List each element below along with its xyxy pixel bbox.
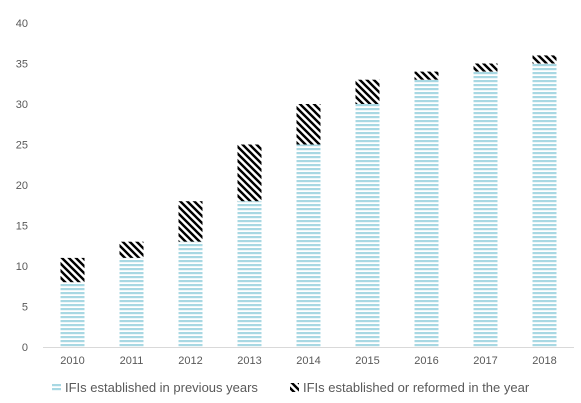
x-tick-label: 2015 <box>355 355 379 367</box>
legend-label: IFIs established in previous years <box>65 380 258 395</box>
bar-segment-in-year <box>414 71 439 80</box>
bar-segment-in-year <box>532 55 557 64</box>
bar-segment-previous-years <box>296 144 321 347</box>
y-tick-label: 20 <box>16 180 28 192</box>
chart-tick-labels: 0 5 10 15 20 25 30 35 40 2010 2011 2012 2013 2014 2015… <box>16 18 557 367</box>
y-tick-label: 35 <box>16 59 28 71</box>
bar-segment-previous-years <box>414 79 439 347</box>
x-tick-label: 2012 <box>178 355 202 367</box>
bar-segment-previous-years <box>237 201 262 347</box>
legend-label: IFIs established or reformed in the year <box>303 380 530 395</box>
bar-segment-in-year <box>60 257 85 283</box>
x-tick-label: 2010 <box>60 355 84 367</box>
y-tick-label: 25 <box>16 140 28 152</box>
bar-segment-in-year <box>296 104 321 145</box>
bar-segment-previous-years <box>178 241 203 347</box>
y-tick-label: 5 <box>22 302 28 314</box>
x-tick-label: 2018 <box>532 355 556 367</box>
chart-bars <box>60 55 557 347</box>
legend-swatch-previous-years <box>52 383 61 392</box>
x-tick-label: 2013 <box>237 355 261 367</box>
bar-segment-previous-years <box>355 104 380 347</box>
x-tick-label: 2016 <box>414 355 438 367</box>
x-tick-label: 2017 <box>473 355 497 367</box>
bar-segment-previous-years <box>60 282 85 347</box>
bar-segment-previous-years <box>119 257 144 347</box>
bar-segment-previous-years <box>532 63 557 347</box>
bar-segment-in-year <box>237 144 262 202</box>
bar-segment-in-year <box>355 79 380 104</box>
bar-segment-in-year <box>178 201 203 242</box>
bar-segment-in-year <box>473 63 498 72</box>
chart-legend: IFIs established in previous years IFIs e… <box>52 380 530 395</box>
bar-segment-previous-years <box>473 71 498 347</box>
y-tick-label: 0 <box>22 342 28 354</box>
y-tick-label: 15 <box>16 221 28 233</box>
x-tick-label: 2014 <box>296 355 320 367</box>
y-tick-label: 30 <box>16 99 28 111</box>
y-tick-label: 10 <box>16 261 28 273</box>
legend-swatch-in-year <box>290 383 299 392</box>
y-tick-label: 40 <box>16 18 28 30</box>
x-tick-label: 2011 <box>120 355 144 367</box>
bar-segment-in-year <box>119 241 144 258</box>
